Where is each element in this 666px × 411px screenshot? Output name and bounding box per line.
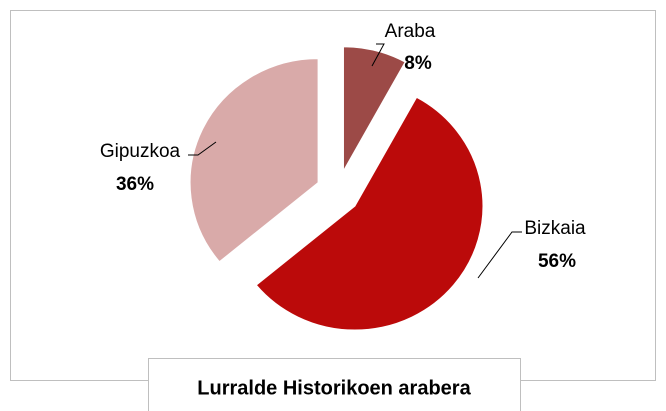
pie-slice [342,46,406,173]
slice-value-label: 56% [538,251,576,272]
title-box [148,358,521,411]
slice-label: Bizkaia [524,218,586,239]
pie-slice [189,58,319,263]
leader-line [188,141,217,156]
leader-line [477,231,522,279]
leader-line [371,43,385,67]
slice-label: Araba [385,21,436,42]
pie-slice [255,96,484,331]
slice-value-label: 8% [404,53,432,74]
slice-label: Gipuzkoa [100,141,181,162]
chart-title: Lurralde Historikoen arabera [197,377,471,399]
slice-value-label: 36% [116,174,154,195]
